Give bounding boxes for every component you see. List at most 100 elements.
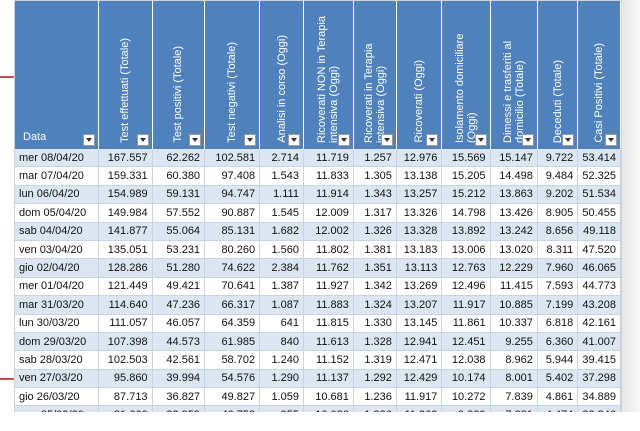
value-cell[interactable]: 55.064 bbox=[152, 222, 206, 241]
value-cell[interactable]: 39.415 bbox=[577, 350, 621, 370]
value-cell[interactable]: 39.994 bbox=[152, 369, 206, 389]
date-cell[interactable]: mar 07/04/20 bbox=[15, 166, 100, 186]
value-cell[interactable]: 10.174 bbox=[441, 369, 491, 389]
value-cell[interactable]: 47.520 bbox=[577, 240, 621, 260]
value-cell[interactable]: 90.887 bbox=[204, 203, 261, 223]
date-cell[interactable]: ven 03/04/20 bbox=[15, 240, 100, 260]
value-cell[interactable]: 1.240 bbox=[259, 350, 304, 370]
value-cell[interactable]: 15.147 bbox=[490, 149, 538, 168]
value-cell[interactable]: 641 bbox=[259, 314, 304, 333]
value-cell[interactable]: 1.342 bbox=[353, 277, 397, 297]
value-cell[interactable]: 12.976 bbox=[396, 149, 443, 168]
value-cell[interactable]: 49.118 bbox=[577, 222, 621, 241]
value-cell[interactable]: 42.161 bbox=[577, 314, 621, 333]
value-cell[interactable]: 5.402 bbox=[537, 369, 579, 389]
value-cell[interactable]: 9.722 bbox=[537, 149, 579, 168]
value-cell[interactable]: 52.325 bbox=[577, 166, 621, 186]
value-cell[interactable]: 13.006 bbox=[441, 240, 491, 260]
value-cell[interactable]: 10.681 bbox=[303, 387, 354, 407]
value-cell[interactable]: 59.131 bbox=[152, 185, 206, 205]
value-cell[interactable]: 51.534 bbox=[577, 185, 621, 205]
date-cell[interactable]: mar 31/03/20 bbox=[15, 295, 100, 315]
value-cell[interactable]: 11.883 bbox=[303, 295, 354, 315]
value-cell[interactable]: 12.451 bbox=[441, 332, 491, 352]
date-cell[interactable]: sab 28/03/20 bbox=[15, 350, 100, 370]
value-cell[interactable]: 12.496 bbox=[441, 277, 491, 297]
value-cell[interactable]: 8.962 bbox=[490, 350, 538, 370]
value-cell[interactable]: 1.343 bbox=[353, 185, 397, 205]
value-cell[interactable]: 12.941 bbox=[396, 332, 443, 352]
value-cell[interactable]: 11.415 bbox=[490, 277, 538, 297]
date-cell[interactable]: mer 01/04/20 bbox=[15, 277, 100, 297]
value-cell[interactable]: 37.298 bbox=[577, 369, 621, 389]
value-cell[interactable]: 107.398 bbox=[98, 332, 153, 352]
value-cell[interactable]: 50.455 bbox=[577, 203, 621, 223]
value-cell[interactable]: 2.714 bbox=[259, 149, 304, 168]
value-cell[interactable]: 13.328 bbox=[396, 222, 443, 241]
value-cell[interactable]: 6.818 bbox=[537, 314, 579, 333]
value-cell[interactable]: 2.384 bbox=[259, 258, 304, 278]
value-cell[interactable]: 1.326 bbox=[353, 222, 397, 241]
value-cell[interactable]: 7.199 bbox=[537, 295, 579, 315]
value-cell[interactable]: 12.002 bbox=[303, 222, 354, 241]
value-cell[interactable]: 44.573 bbox=[152, 332, 206, 352]
value-cell[interactable]: 13.183 bbox=[396, 240, 443, 260]
value-cell[interactable]: 4.861 bbox=[537, 387, 579, 407]
value-cell[interactable]: 11.802 bbox=[303, 240, 354, 260]
value-cell[interactable]: 1.292 bbox=[353, 369, 397, 389]
value-cell[interactable]: 70.641 bbox=[204, 277, 261, 297]
value-cell[interactable]: 6.360 bbox=[537, 332, 579, 352]
value-cell[interactable]: 10.885 bbox=[490, 295, 538, 315]
value-cell[interactable]: 1.330 bbox=[353, 314, 397, 333]
value-cell[interactable]: 128.286 bbox=[98, 258, 153, 278]
value-cell[interactable]: 46.065 bbox=[577, 258, 621, 278]
value-cell[interactable]: 11.762 bbox=[303, 258, 354, 278]
value-cell[interactable]: 13.145 bbox=[396, 314, 443, 333]
value-cell[interactable]: 102.503 bbox=[98, 350, 153, 370]
value-cell[interactable]: 1.545 bbox=[259, 203, 304, 223]
value-cell[interactable]: 1.236 bbox=[353, 387, 397, 407]
filter-dropdown-icon[interactable] bbox=[189, 134, 202, 146]
value-cell[interactable]: 12.009 bbox=[303, 203, 354, 223]
value-cell[interactable]: 7.960 bbox=[537, 258, 579, 278]
value-cell[interactable]: 8.311 bbox=[537, 240, 579, 260]
value-cell[interactable]: 49.421 bbox=[152, 277, 206, 297]
value-cell[interactable]: 9.484 bbox=[537, 166, 579, 186]
value-cell[interactable]: 13.269 bbox=[396, 277, 443, 297]
value-cell[interactable]: 1.381 bbox=[353, 240, 397, 260]
filter-dropdown-icon[interactable] bbox=[474, 134, 487, 146]
value-cell[interactable]: 12.038 bbox=[441, 350, 491, 370]
value-cell[interactable]: 10.272 bbox=[441, 387, 491, 407]
filter-dropdown-icon[interactable] bbox=[380, 134, 393, 146]
value-cell[interactable]: 1.111 bbox=[259, 185, 304, 205]
value-cell[interactable]: 11.917 bbox=[396, 387, 443, 407]
date-cell[interactable]: lun 30/03/20 bbox=[15, 314, 100, 333]
value-cell[interactable]: 1.290 bbox=[259, 369, 304, 389]
value-cell[interactable]: 135.051 bbox=[98, 240, 153, 260]
value-cell[interactable]: 94.747 bbox=[204, 185, 261, 205]
value-cell[interactable]: 1.387 bbox=[259, 277, 304, 297]
value-cell[interactable]: 1.560 bbox=[259, 240, 304, 260]
filter-dropdown-icon[interactable] bbox=[287, 134, 300, 146]
value-cell[interactable]: 13.863 bbox=[490, 185, 538, 205]
value-cell[interactable]: 34.889 bbox=[577, 387, 621, 407]
value-cell[interactable]: 1.059 bbox=[259, 387, 304, 407]
value-cell[interactable]: 1.351 bbox=[353, 258, 397, 278]
value-cell[interactable]: 11.152 bbox=[303, 350, 354, 370]
value-cell[interactable]: 5.944 bbox=[537, 350, 579, 370]
value-cell[interactable]: 43.208 bbox=[577, 295, 621, 315]
value-cell[interactable]: 13.426 bbox=[490, 203, 538, 223]
value-cell[interactable]: 85.131 bbox=[204, 222, 261, 241]
date-cell[interactable]: ven 27/03/20 bbox=[15, 369, 100, 389]
value-cell[interactable]: 10.337 bbox=[490, 314, 538, 333]
value-cell[interactable]: 13.138 bbox=[396, 166, 443, 186]
value-cell[interactable]: 141.877 bbox=[98, 222, 153, 241]
value-cell[interactable]: 42.561 bbox=[152, 350, 206, 370]
value-cell[interactable]: 1.328 bbox=[353, 332, 397, 352]
value-cell[interactable]: 11.914 bbox=[303, 185, 354, 205]
filter-dropdown-icon[interactable] bbox=[521, 134, 534, 146]
value-cell[interactable]: 11.613 bbox=[303, 332, 354, 352]
value-cell[interactable]: 15.205 bbox=[441, 166, 491, 186]
value-cell[interactable]: 7.839 bbox=[490, 387, 538, 407]
value-cell[interactable]: 12.429 bbox=[396, 369, 443, 389]
